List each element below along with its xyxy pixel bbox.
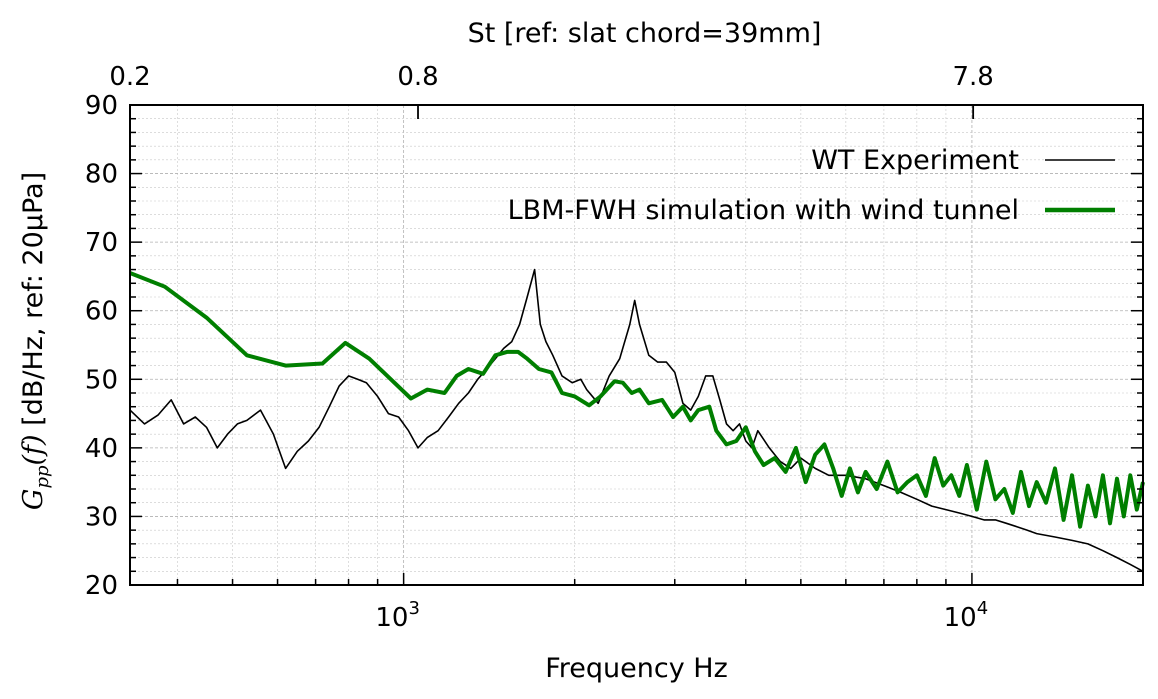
x-axis-label: Frequency Hz [545,653,728,684]
label-layer: Frequency Hz St [ref: slat chord=39mm] G… [18,18,821,684]
data-layer [129,268,1145,573]
y-tick-label: 20 [85,571,118,601]
legend-label: WT Experiment [811,145,1019,176]
y-tick-label: 60 [85,297,118,327]
legend-label: LBM-FWH simulation with wind tunnel [508,195,1019,226]
series-wt-experiment [129,268,1144,573]
y-tick-label: 70 [85,228,118,258]
y-tick-label: 30 [85,502,118,532]
x-tick-label: 103 [375,598,420,633]
x-tick-label: 104 [944,598,989,633]
plot-frame [129,104,1144,586]
x-tick-exponent: 4 [977,598,988,619]
top-x-axis-label: St [ref: slat chord=39mm] [468,18,822,49]
x-tick-base: 10 [944,603,977,633]
top-tick-label: 0.2 [109,62,150,92]
y-axis-label-units: [dB/Hz, ref: 20μPa] [18,172,49,435]
series-lbm-fwh-simulation [129,271,1145,529]
y-tick-label: 50 [85,365,118,395]
top-tick-label: 7.8 [952,62,993,92]
y-tick-label: 40 [85,434,118,464]
y-tick-label: 90 [85,91,118,121]
x-tick-base: 10 [375,603,408,633]
top-tick-label: 0.8 [397,62,438,92]
y-axis-label-symbol: G [18,489,49,511]
y-axis-label-arg: (f) [18,434,49,465]
y-axis-label: Gpp(f) [dB/Hz, ref: 20μPa] [18,172,53,510]
y-tick-label: 80 [85,160,118,190]
legend: WT Experiment LBM-FWH simulation with win… [508,145,1115,226]
grid-layer [130,105,1143,585]
x-tick-exponent: 3 [408,598,419,619]
y-axis-label-subscript: pp [32,465,53,489]
